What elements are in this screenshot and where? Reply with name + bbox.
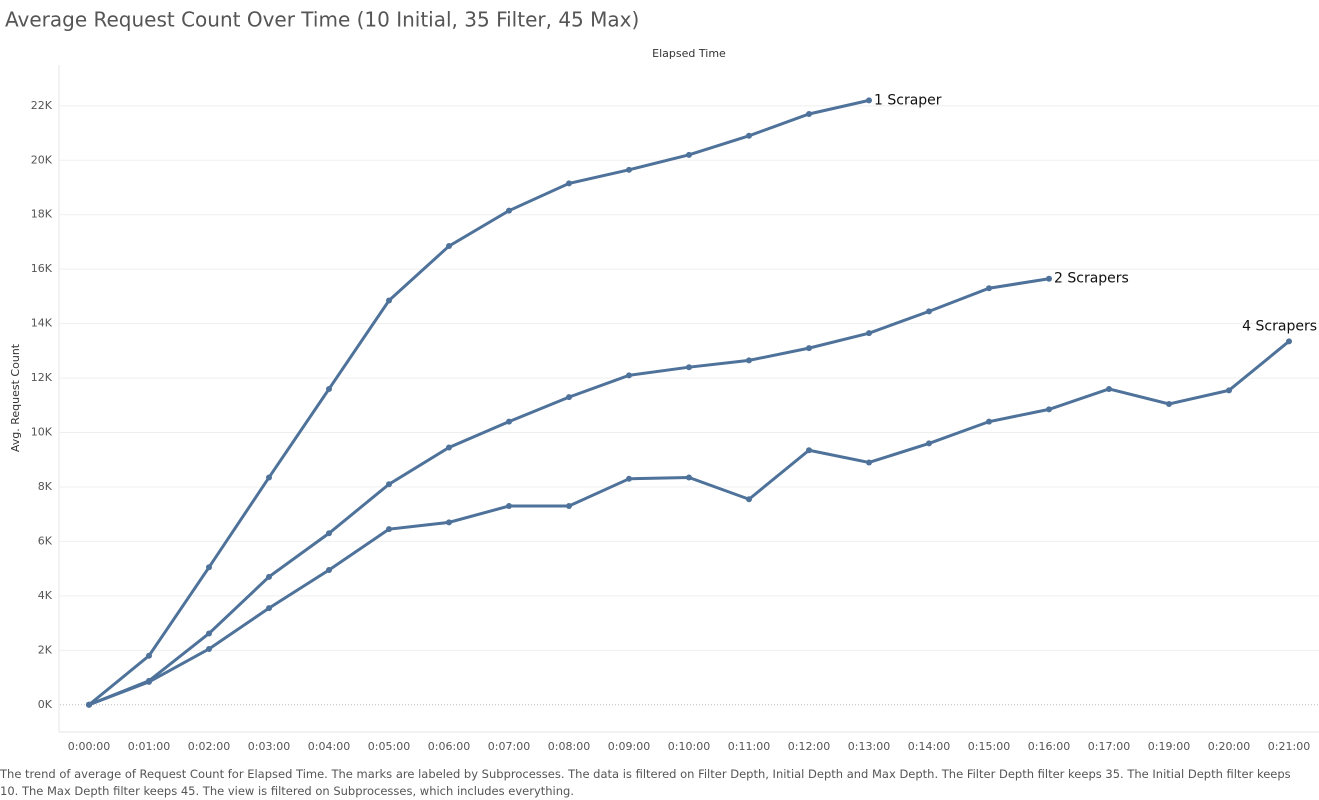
x-tick-label: 0:13:00	[848, 740, 890, 753]
data-point	[386, 526, 392, 533]
x-tick-label: 0:14:00	[908, 740, 950, 753]
y-tick-label: 22K	[31, 99, 53, 112]
series-label: 1 Scraper	[874, 92, 942, 108]
x-tick-label: 0:01:00	[128, 740, 170, 753]
data-point	[746, 496, 752, 503]
x-tick-label: 0:08:00	[548, 740, 590, 753]
y-tick-label: 16K	[31, 262, 53, 275]
data-point	[926, 308, 932, 315]
data-point	[566, 180, 572, 187]
x-tick-label: 0:19:00	[1148, 740, 1190, 753]
x-tick-label: 0:15:00	[968, 740, 1010, 753]
data-point	[806, 345, 812, 352]
data-point	[566, 394, 572, 401]
x-tick-label: 0:07:00	[488, 740, 530, 753]
y-tick-label: 12K	[31, 371, 53, 384]
series-line	[88, 277, 1050, 707]
data-point	[146, 678, 152, 685]
data-point	[206, 645, 212, 652]
data-point	[326, 567, 332, 574]
data-point	[866, 97, 872, 104]
data-point	[866, 330, 872, 337]
data-point	[566, 503, 572, 510]
data-point	[266, 573, 272, 580]
x-tick-label: 0:02:00	[188, 740, 230, 753]
data-point	[446, 519, 452, 526]
data-point	[266, 605, 272, 612]
data-point	[506, 418, 512, 425]
data-point	[446, 444, 452, 451]
data-point	[1286, 338, 1292, 345]
x-tick-label: 0:11:00	[728, 740, 770, 753]
data-point	[626, 372, 632, 379]
data-point	[986, 418, 992, 425]
x-tick-label: 0:21:00	[1268, 740, 1310, 753]
series-line	[88, 98, 870, 706]
y-tick-label: 2K	[38, 643, 53, 656]
data-point	[626, 475, 632, 482]
x-tick-label: 0:04:00	[308, 740, 350, 753]
data-point	[806, 447, 812, 454]
data-point	[626, 166, 632, 173]
data-point	[326, 530, 332, 537]
series-label: 2 Scrapers	[1054, 271, 1129, 287]
y-tick-label: 8K	[38, 480, 53, 493]
data-point	[926, 440, 932, 447]
data-point	[1106, 385, 1112, 392]
data-point	[686, 364, 692, 371]
data-point	[806, 111, 812, 118]
data-point	[1226, 387, 1232, 394]
data-point	[986, 285, 992, 292]
data-point	[866, 459, 872, 466]
data-point	[326, 385, 332, 392]
data-point	[146, 652, 152, 659]
x-tick-label: 0:09:00	[608, 740, 650, 753]
data-point	[386, 481, 392, 488]
chart-title: Average Request Count Over Time (10 Init…	[5, 8, 639, 32]
data-point	[746, 132, 752, 139]
y-tick-label: 14K	[31, 317, 53, 330]
y-tick-label: 0K	[38, 698, 53, 711]
x-tick-label: 0:12:00	[788, 740, 830, 753]
x-tick-label: 0:20:00	[1208, 740, 1250, 753]
data-point	[266, 474, 272, 481]
data-point	[1046, 406, 1052, 413]
x-tick-label: 0:10:00	[668, 740, 710, 753]
data-point	[686, 151, 692, 158]
y-axis-label: Avg. Request Count	[9, 343, 22, 452]
series-label: 4 Scrapers	[1242, 318, 1317, 334]
y-tick-label: 6K	[38, 534, 53, 547]
x-tick-label: 0:17:00	[1088, 740, 1130, 753]
x-tick-label: 0:16:00	[1028, 740, 1070, 753]
data-point	[206, 630, 212, 637]
data-point	[86, 701, 92, 708]
x-tick-label: 0:05:00	[368, 740, 410, 753]
x-axis-label: Elapsed Time	[652, 47, 726, 60]
x-tick-label: 0:03:00	[248, 740, 290, 753]
y-tick-label: 10K	[31, 426, 53, 439]
data-point	[686, 474, 692, 481]
x-tick-label: 0:00:00	[68, 740, 110, 753]
data-point	[1046, 275, 1052, 282]
chart: Average Request Count Over Time (10 Init…	[5, 8, 1319, 753]
data-point	[746, 357, 752, 364]
data-point	[506, 207, 512, 214]
y-tick-label: 20K	[31, 153, 53, 166]
y-tick-label: 4K	[38, 589, 53, 602]
data-point	[506, 503, 512, 510]
data-point	[206, 564, 212, 571]
data-point	[446, 243, 452, 250]
caption: The trend of average of Request Count fo…	[0, 767, 1291, 798]
data-point	[386, 297, 392, 304]
y-tick-label: 18K	[31, 208, 53, 221]
data-point	[1166, 400, 1172, 407]
x-tick-label: 0:06:00	[428, 740, 470, 753]
